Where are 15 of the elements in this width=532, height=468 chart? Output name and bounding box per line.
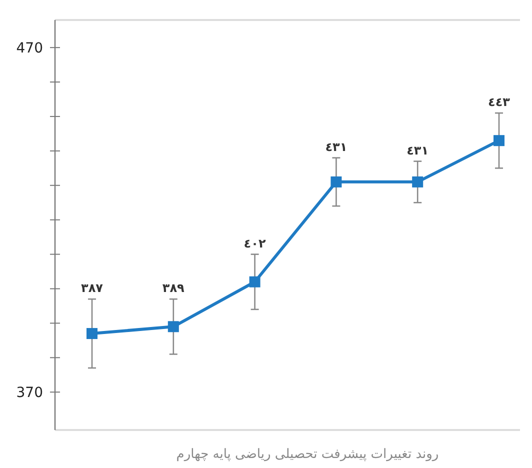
point bbox=[86, 328, 98, 340]
data-label: ٣٨٩ bbox=[162, 281, 186, 296]
data-label: ٤٠٢ bbox=[244, 236, 266, 250]
point bbox=[330, 176, 342, 188]
data-label: ٤٣١ bbox=[406, 143, 429, 158]
point bbox=[249, 276, 260, 288]
data-label: ٣٨٧ bbox=[81, 281, 104, 296]
point bbox=[168, 321, 179, 332]
text: روند تغییرات پیشرفت تحصیلی ریاضی پایه چهارم bbox=[176, 447, 439, 462]
point bbox=[494, 135, 504, 146]
y-tick-label: 470 bbox=[16, 40, 43, 57]
data-label: ٤٤٣ bbox=[488, 95, 511, 110]
y-tick-label: 370 bbox=[16, 385, 43, 402]
data-label: ٤٣١ bbox=[325, 140, 348, 154]
point bbox=[412, 176, 424, 188]
